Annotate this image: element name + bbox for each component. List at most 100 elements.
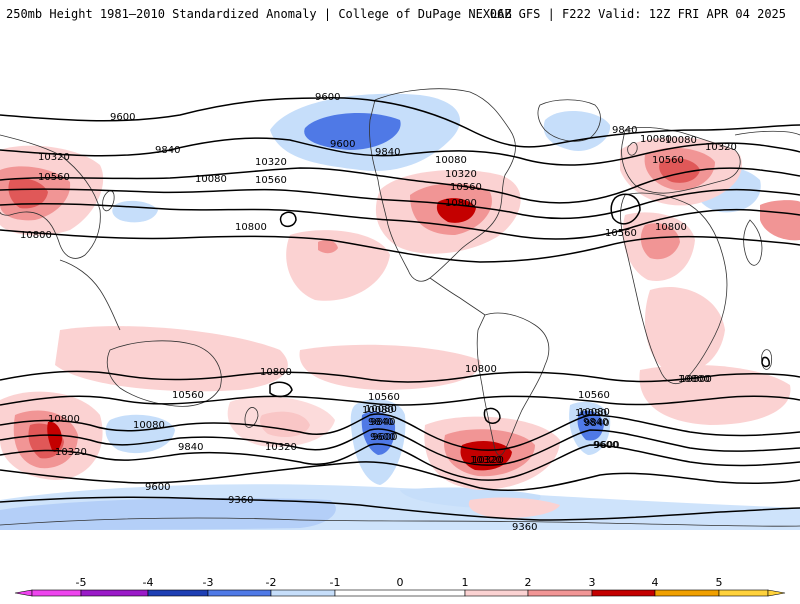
colorbar-segment bbox=[591, 589, 656, 597]
contour-label: 9600 bbox=[594, 440, 619, 451]
coast-uk bbox=[627, 142, 638, 156]
contour-10560-small-loop-2 bbox=[610, 193, 641, 225]
contour-10800-small-loop-1 bbox=[279, 211, 297, 228]
contour-label: 9600 bbox=[372, 432, 397, 443]
contour-label: 10080 bbox=[665, 135, 697, 146]
contour-label: 10800 bbox=[680, 374, 712, 385]
positive-anomaly-shading bbox=[0, 137, 800, 518]
contour-label: 9840 bbox=[368, 417, 393, 428]
colorbar-tick-label: -5 bbox=[75, 576, 87, 589]
contour-9840-south bbox=[0, 443, 800, 481]
colorbar-segment bbox=[270, 589, 336, 597]
anomaly-blob-south-atlantic bbox=[299, 344, 481, 390]
contour-10800-south bbox=[0, 370, 800, 383]
colorbar-segment bbox=[147, 589, 209, 597]
contour-label: 10320 bbox=[470, 455, 502, 466]
map-title: 250mb Height 1981–2010 Standardized Anom… bbox=[6, 7, 512, 21]
colorbar-arrow-left bbox=[14, 589, 33, 597]
contour-label: 9600 bbox=[315, 92, 340, 103]
coast-southeast-asia bbox=[59, 259, 121, 331]
anomaly-blob-north-africa-mid bbox=[640, 223, 680, 260]
contour-label: 9600 bbox=[370, 432, 395, 443]
anomaly-blob-europe-core bbox=[659, 158, 700, 183]
contour-10080-south bbox=[0, 428, 800, 466]
anomaly-blob-greenland bbox=[543, 110, 611, 151]
contour-label: 9840 bbox=[155, 145, 180, 156]
contour-labels: 9600 9600 9840 10080 10320 10560 10080 1… bbox=[20, 92, 737, 533]
contour-label: 10320 bbox=[472, 455, 504, 466]
coast-india bbox=[743, 219, 763, 266]
contour-label: 9600 bbox=[110, 112, 135, 123]
anomaly-blob-southern-ocean-1-core bbox=[361, 411, 396, 455]
anomaly-blob-south-pacific bbox=[105, 414, 175, 454]
contour-label: 10080 bbox=[575, 408, 607, 419]
colorbar-tick-label: 0 bbox=[396, 576, 404, 589]
header: 250mb Height 1981–2010 Standardized Anom… bbox=[0, 0, 800, 30]
contour-label: 10560 bbox=[172, 390, 204, 401]
colorbar-tick-label: -1 bbox=[329, 576, 341, 589]
contour-label: 10800 bbox=[260, 367, 292, 378]
colorbar-tick-label: 3 bbox=[588, 576, 596, 589]
coast-asia bbox=[0, 130, 800, 259]
contour-label: 10080 bbox=[195, 174, 227, 185]
contour-label: 10320 bbox=[55, 447, 87, 458]
contour-9840-north bbox=[0, 137, 800, 166]
contour-label: 10320 bbox=[255, 157, 287, 168]
anomaly-blob-south-america-core bbox=[460, 440, 512, 471]
contour-9600-north bbox=[0, 97, 800, 148]
contour-label: 10080 bbox=[133, 420, 165, 431]
contour-label: 10560 bbox=[605, 228, 637, 239]
contour-label: 10800 bbox=[20, 230, 52, 241]
colorbar-tick-label: 5 bbox=[715, 576, 723, 589]
contour-9600-south bbox=[0, 461, 800, 492]
anomaly-blob-east-asia-core bbox=[8, 178, 48, 209]
contour-label: 10320 bbox=[445, 169, 477, 180]
colorbar-segment bbox=[31, 589, 82, 597]
contour-label: 9840 bbox=[375, 147, 400, 158]
colorbar-segment bbox=[527, 589, 593, 597]
contour-label: 9600 bbox=[330, 139, 355, 150]
anomaly-blob-north-pacific-core bbox=[304, 113, 401, 150]
contour-10800-small-loop-3 bbox=[269, 381, 293, 398]
contour-label: 10560 bbox=[450, 182, 482, 193]
contour-label: 10560 bbox=[255, 175, 287, 186]
anomaly-blob-africa-south bbox=[645, 286, 725, 374]
contour-label: 10080 bbox=[365, 404, 397, 415]
contour-label: 10560 bbox=[652, 155, 684, 166]
contour-10560-north bbox=[0, 203, 800, 240]
contour-10560-south bbox=[0, 395, 800, 406]
contour-label: 10080 bbox=[435, 155, 467, 166]
anomaly-blob-australia bbox=[55, 326, 288, 392]
colorbar-arrow-right bbox=[767, 589, 786, 597]
contour-label: 10560 bbox=[368, 392, 400, 403]
anomaly-blob-far-east bbox=[760, 200, 800, 241]
coast-north-america bbox=[369, 88, 516, 282]
colorbar-segment bbox=[80, 589, 149, 597]
coast-australia bbox=[106, 340, 222, 407]
colorbar-tick-label: 1 bbox=[461, 576, 469, 589]
anomaly-blob-central-pacific-core bbox=[318, 240, 338, 254]
contour-label: 10320 bbox=[705, 142, 737, 153]
contour-label: 10320 bbox=[265, 442, 297, 453]
contour-label: 9840 bbox=[612, 125, 637, 136]
anomaly-blob-polar-south bbox=[468, 497, 560, 518]
colorbar-tick-label: -2 bbox=[265, 576, 277, 589]
contour-label: 9840 bbox=[584, 418, 609, 429]
contour-label: 10080 bbox=[362, 405, 394, 416]
colorbar-tick-label: -3 bbox=[202, 576, 214, 589]
colorbar-tick-label: 4 bbox=[651, 576, 659, 589]
anomaly-blob-southern-ocean-2-core bbox=[577, 410, 604, 441]
contour-label: 10560 bbox=[578, 390, 610, 401]
anomaly-map: 9600 9600 9840 10080 10320 10560 10080 1… bbox=[0, 30, 800, 557]
contour-label: 9360 bbox=[512, 522, 537, 533]
contour-small-loop-5 bbox=[761, 356, 770, 368]
contour-label: 10800 bbox=[655, 222, 687, 233]
colorbar-segment bbox=[718, 589, 769, 597]
contour-label: 9360 bbox=[228, 495, 253, 506]
contour-10320-south bbox=[0, 413, 800, 451]
negative-anomaly-shading bbox=[0, 93, 800, 530]
colorbar-tick-label: -4 bbox=[142, 576, 154, 589]
coast-africa bbox=[620, 192, 728, 384]
contour-10800-north bbox=[0, 229, 800, 263]
anomaly-blob-central-pacific bbox=[286, 230, 390, 301]
